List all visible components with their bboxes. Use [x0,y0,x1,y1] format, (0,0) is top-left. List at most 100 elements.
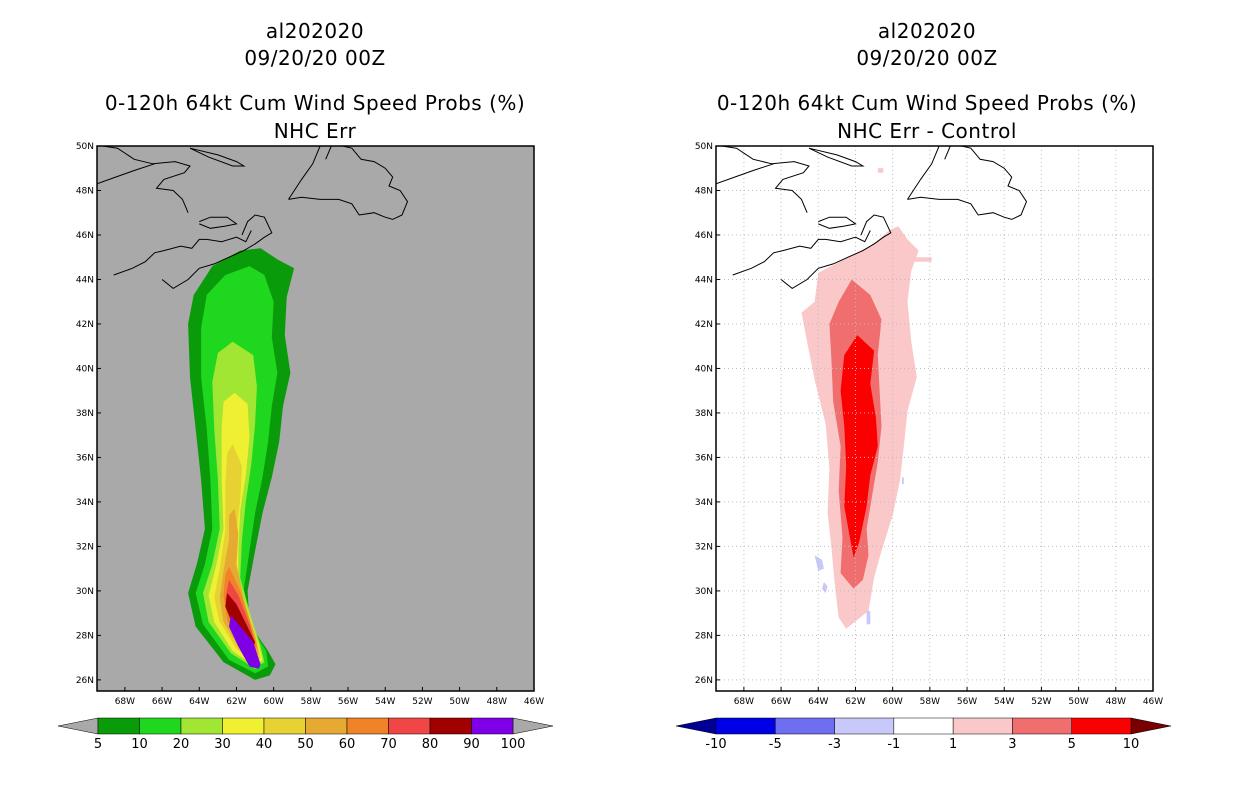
coastline [907,146,940,200]
x-tick-label: 50W [1068,697,1088,707]
coastline [808,147,865,167]
colorbar-label: 5 [94,737,102,752]
contour-level-8 [902,477,904,485]
right-title-storm: al202020 [877,19,977,43]
x-tick-label: 66W [152,697,172,707]
contour-level-1 [915,257,932,262]
y-tick-label: 28N [695,631,713,641]
colorbar-swatch [834,717,895,735]
y-tick-label: 26N [695,676,713,686]
coastline [288,146,321,200]
contour-level-6 [822,582,828,594]
y-tick-label: 30N [695,587,713,597]
y-tick-label: 40N [76,364,94,374]
y-tick-label: 34N [695,498,713,508]
y-tick-label: 48N [76,186,94,196]
colorbar-upper-arrow [512,717,554,735]
colorbar-label: 70 [380,737,397,752]
y-tick-label: 44N [76,275,94,285]
right-title-date: 09/20/20 00Z [856,46,998,70]
x-tick-label: 48W [1106,697,1126,707]
x-tick-label: 50W [449,697,469,707]
coastline [780,214,892,290]
x-tick-label: 58W [301,697,321,707]
x-tick-label: 68W [734,697,754,707]
x-tick-label: 60W [263,697,283,707]
colorbar-label: 5 [1068,737,1076,752]
colorbar-swatch [893,717,954,735]
coastline [325,146,332,160]
colorbar-label: 80 [422,737,439,752]
x-tick-label: 64W [808,697,828,707]
y-tick-label: 46N [695,231,713,241]
coastline [161,214,273,290]
y-tick-label: 36N [76,453,94,463]
map-frame [715,145,1154,692]
x-tick-label: 48W [487,697,507,707]
x-tick-label: 56W [957,697,977,707]
colorbar-swatch [388,717,431,735]
coastline [732,230,871,276]
coastline [97,163,155,185]
panel-0: 50N 48N 46N 44N 42N 40N 38N 36N 34N 32N 30N 28N 26N 6… [57,142,554,752]
colorbar-swatch [715,717,776,735]
colorbar-swatch [471,717,514,735]
right-title-product: 0-120h 64kt Cum Wind Speed Probs (%) [716,91,1138,115]
x-tick-label: 46W [1143,697,1163,707]
colorbar-swatch [346,717,389,735]
colorbar-swatch [775,717,835,735]
coastline [944,146,951,160]
colorbar-label: 20 [173,737,190,752]
colorbar-swatch [263,717,306,735]
map-area [97,146,409,680]
left-title-subtitle: NHC Err [273,119,357,143]
x-tick-label: 52W [412,697,432,707]
map-background [716,146,1153,691]
y-tick-label: 42N [76,320,94,330]
y-tick-label: 46N [76,231,94,241]
coastline [288,146,409,220]
colorbar-label: 3 [1008,737,1016,752]
y-tick-label: 50N [76,142,94,152]
coastline [721,146,810,213]
map-frame [96,145,535,692]
x-tick-label: 66W [771,697,791,707]
colorbar-label: 1 [949,737,957,752]
x-tick-label: 60W [882,697,902,707]
y-tick-label: 34N [76,498,94,508]
colorbar-upper-arrow [1130,717,1172,735]
colorbar-label: 40 [256,737,273,752]
x-tick-label: 68W [115,697,135,707]
contour-level-5 [814,555,824,571]
x-tick-label: 62W [845,697,865,707]
y-tick-label: 26N [76,676,94,686]
contour-level-8 [225,593,256,649]
colorbar-swatch [429,717,472,735]
panel-1: 50N 48N 46N 44N 42N 40N 38N 36N 34N 32N 30N 28N 26N 6… [675,142,1172,752]
x-tick-label: 52W [1031,697,1051,707]
colorbar-label: 90 [463,737,480,752]
y-tick-label: 38N [76,409,94,419]
colorbar-label: 60 [339,737,356,752]
colorbar-label: 50 [297,737,314,752]
x-tick-label: 54W [375,697,395,707]
y-tick-label: 32N [695,542,713,552]
y-tick-label: 50N [695,142,713,152]
y-tick-label: 30N [76,587,94,597]
colorbar-label: -3 [828,737,841,752]
colorbar-label: -1 [887,737,900,752]
left-title-date: 09/20/20 00Z [244,46,386,70]
colorbar-swatch [952,717,1013,735]
coastline [199,216,238,229]
coastline [113,230,252,276]
y-tick-label: 40N [695,364,713,374]
colorbar-swatch [180,717,223,735]
map-background [97,146,534,691]
contour-level-7 [866,610,871,625]
y-tick-label: 36N [695,453,713,463]
colorbar: -10 -5 -3 -1 1 3 5 10 [675,717,1172,752]
colorbar-label: 10 [1123,737,1140,752]
colorbar: 5 10 20 30 40 50 60 70 80 90 100 [57,717,554,752]
x-tick-label: 58W [920,697,940,707]
